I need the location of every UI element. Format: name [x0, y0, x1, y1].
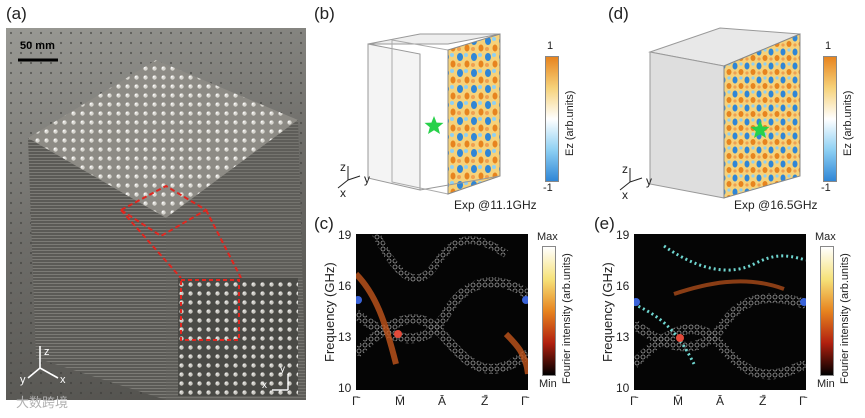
colorbar-e-max: Max — [815, 231, 836, 243]
axis-x-b: x — [340, 186, 346, 200]
watermark: 大数跨境 — [16, 395, 69, 410]
panel-c-label: (c) — [314, 214, 334, 233]
colorbar-b-min: -1 — [543, 182, 553, 194]
e-ytick-10: 10 — [616, 381, 630, 395]
e-ylabel: Frequency (GHz) — [600, 262, 615, 362]
colorbar-c-max: Max — [537, 231, 558, 243]
colorbar-e — [820, 246, 834, 376]
colorbar-d-min: -1 — [821, 182, 831, 194]
axis-y-d: y — [646, 174, 652, 188]
c-ytick-13: 13 — [338, 330, 352, 344]
photo-axis-y: y — [20, 374, 26, 386]
c-xtick-gamma: Γ̄ — [352, 394, 359, 408]
e-blue-marker-right — [800, 298, 806, 306]
metamaterial-cube-illustration — [6, 28, 306, 400]
e-xtick-a: Ā — [716, 394, 725, 408]
photo-axis-x: x — [60, 374, 66, 386]
panel-a-label: (a) — [6, 4, 27, 23]
c-xtick-z: Z̄ — [481, 394, 489, 408]
c-ytick-19: 19 — [338, 228, 352, 242]
c-blue-marker-right — [522, 296, 528, 304]
source-star-d — [750, 120, 770, 138]
band-plot-e — [634, 234, 806, 390]
panel-e-label: (e) — [594, 214, 615, 233]
colorbar-b — [545, 56, 559, 182]
panel-d-label: (d) — [608, 4, 629, 23]
metamaterial-photo — [6, 28, 306, 400]
e-xtick-z: Z̄ — [759, 394, 767, 408]
colorbar-c — [542, 246, 556, 376]
inset-axis-x: x — [262, 380, 267, 391]
panel-b-label: (b) — [314, 4, 335, 23]
e-ytick-13: 13 — [616, 330, 630, 344]
colorbar-d-max: 1 — [825, 40, 832, 52]
c-ytick-16: 16 — [338, 279, 352, 293]
colorbar-b-label: Ez (arb.units) — [564, 90, 576, 156]
caption-d: Exp @16.5GHz — [734, 198, 818, 212]
c-xtick-m: M̄ — [395, 394, 405, 408]
axis-z-d: z — [622, 162, 628, 176]
c-ylabel: Frequency (GHz) — [322, 262, 337, 362]
e-xtick-m: M̄ — [673, 394, 683, 408]
colorbar-d-label: Ez (arb.units) — [842, 90, 854, 156]
e-xtick-gamma-end: Γ̄ — [799, 394, 806, 408]
axis-x-d: x — [622, 188, 628, 202]
colorbar-d — [823, 56, 837, 182]
e-red-marker — [676, 334, 684, 342]
c-red-marker — [394, 330, 402, 338]
c-xtick-gamma-end: Γ̄ — [521, 394, 528, 408]
e-xtick-gamma: Γ̄ — [630, 394, 637, 408]
source-star-b — [424, 116, 444, 134]
colorbar-e-min: Min — [817, 378, 835, 390]
axis-y-b: y — [364, 172, 370, 186]
band-plot-c — [356, 234, 528, 390]
c-ytick-10: 10 — [338, 381, 352, 395]
c-blue-marker-left — [356, 296, 362, 304]
scale-bar-label: 50 mm — [20, 40, 55, 52]
e-blue-marker-left — [634, 298, 640, 306]
caption-b: Exp @11.1GHz — [454, 198, 537, 212]
photo-axis-z: z — [44, 346, 50, 358]
e-ytick-19: 19 — [616, 228, 630, 242]
colorbar-c-label: Fourier intensity (arb.units) — [561, 253, 573, 384]
inset-axis-y: y — [280, 364, 285, 375]
colorbar-e-label: Fourier intensity (arb.units) — [839, 253, 851, 384]
colorbar-c-min: Min — [539, 378, 557, 390]
field-map-d — [619, 27, 801, 199]
field-map-b — [337, 33, 501, 195]
e-ytick-16: 16 — [616, 279, 630, 293]
c-xtick-a: Ā — [438, 394, 447, 408]
colorbar-b-max: 1 — [547, 40, 554, 52]
axis-z-b: z — [340, 160, 346, 174]
